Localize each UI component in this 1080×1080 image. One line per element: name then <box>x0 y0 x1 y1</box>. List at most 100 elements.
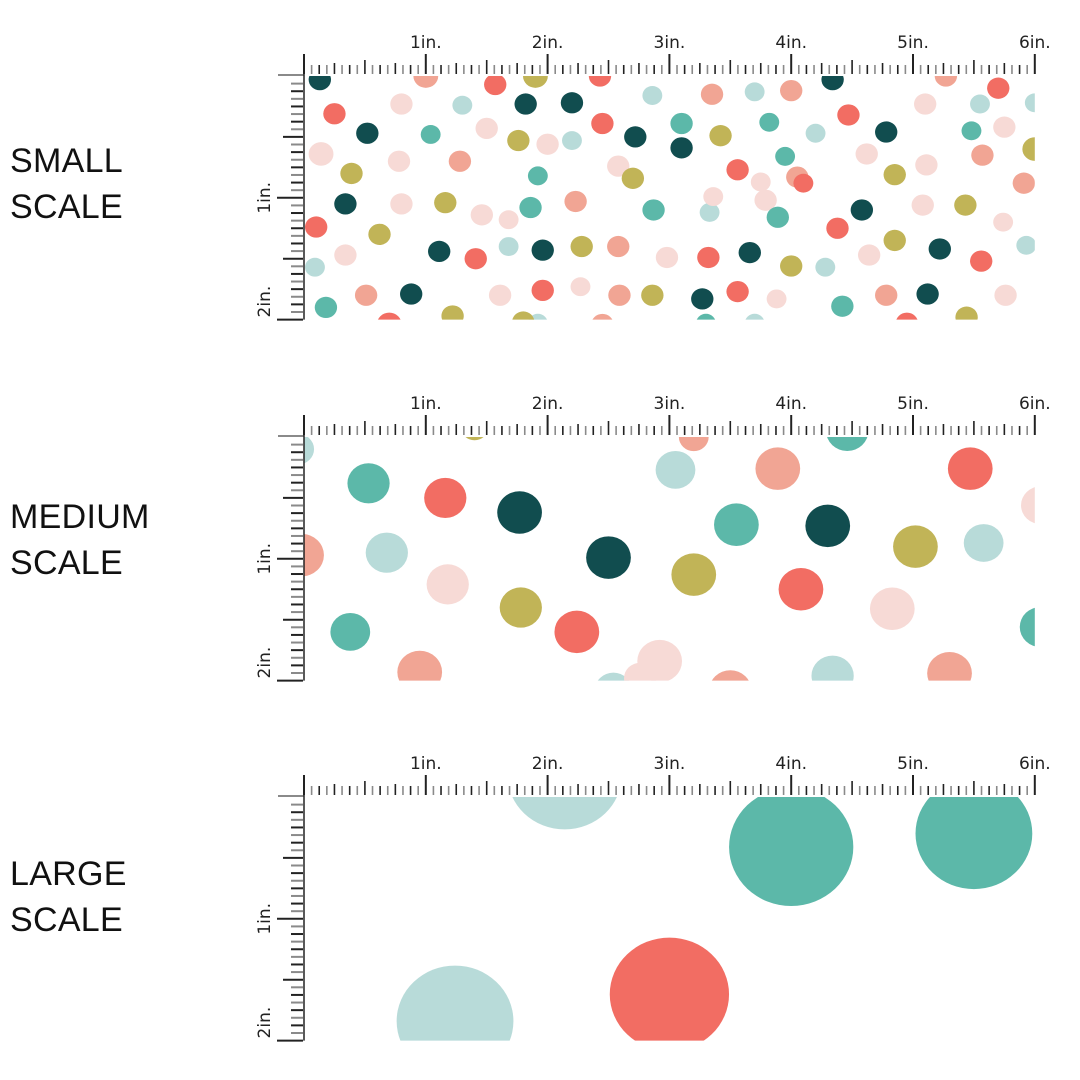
vertical-ruler: 1in. 2in. <box>255 775 305 1042</box>
polka-dot-mint <box>642 86 663 105</box>
ruler-label-v: 1in. <box>255 903 275 935</box>
polka-dot-mint <box>304 437 315 464</box>
polka-dot-blush <box>754 189 777 211</box>
polka-dot-olive <box>883 229 906 252</box>
scale-label-line2: SCALE <box>10 544 123 582</box>
polka-dot-olive <box>1022 137 1035 161</box>
polka-dot-teal <box>831 295 854 317</box>
polka-dot-teal <box>696 313 716 320</box>
polka-dot-mint <box>811 655 854 681</box>
polka-dot-blush <box>536 133 559 155</box>
polka-dot-olive <box>434 192 457 214</box>
polka-dot-salmon <box>934 76 958 87</box>
polka-dot-teal <box>759 112 780 132</box>
ruler-label-h: 3in. <box>654 33 686 53</box>
ruler-label-h: 1in. <box>410 394 442 414</box>
polka-dot-mint <box>597 672 629 681</box>
polka-dot-coral <box>304 216 328 238</box>
polka-dot-coral <box>778 567 824 611</box>
polka-dot-coral <box>896 312 918 320</box>
polka-dot-salmon <box>564 190 587 213</box>
polka-dot-salmon <box>927 652 972 681</box>
polka-dot-coral <box>837 104 860 126</box>
scale-label-line1: LARGE <box>10 855 127 893</box>
vertical-ruler: 1in. 2in. <box>255 415 305 682</box>
polka-dot-blush <box>655 246 679 269</box>
polka-dot-coral <box>793 173 814 193</box>
ruler-panel: 1in. 2in. 3in. 4in. 5in. 6in. 1in. 2in. <box>255 33 1051 321</box>
polka-dot-blush <box>915 154 938 176</box>
polka-dot-dark <box>531 239 554 261</box>
polka-dot-salmon <box>448 150 472 172</box>
ruler-panel: 1in. 2in. 3in. 4in. 5in. 6in. 1in. 2in. <box>255 754 1051 1042</box>
polka-dot-dark <box>586 536 631 579</box>
polka-dot-mint <box>963 524 1004 562</box>
polka-dot-blush <box>857 244 881 266</box>
polka-dot-dark <box>308 76 332 91</box>
polka-dot-olive <box>368 223 391 245</box>
polka-dot-dark <box>850 199 874 221</box>
polka-dot-blush <box>426 564 469 605</box>
polka-dot-mint <box>512 797 617 830</box>
polka-dot-teal <box>420 125 441 144</box>
ruler-label-h: 2in. <box>532 754 564 774</box>
polka-dot-dark <box>738 241 761 264</box>
polka-dot-mint <box>452 95 473 115</box>
polka-dot-salmon <box>413 76 439 88</box>
polka-dot-blush <box>475 117 498 140</box>
polka-dot-coral <box>377 312 401 320</box>
polka-dot-blush <box>470 204 494 226</box>
polka-dot-olive <box>507 129 530 152</box>
polka-dot-olive <box>641 284 664 306</box>
polka-dot-coral <box>826 217 849 239</box>
polka-dot-mint <box>655 450 696 489</box>
polka-dot-blush <box>570 277 591 297</box>
polka-dot-teal <box>714 503 759 546</box>
scale-label-large: LARGE SCALE <box>10 851 127 943</box>
polka-dot-mint <box>970 94 990 114</box>
polka-dot-dark <box>928 238 951 260</box>
polka-dot-mint <box>744 82 765 102</box>
polka-dot-salmon <box>875 284 898 306</box>
polka-dot-coral <box>424 477 467 518</box>
ruler-label-h: 4in. <box>775 394 807 414</box>
polka-dot-coral <box>970 250 993 272</box>
ruler-label-h: 5in. <box>897 754 929 774</box>
polka-dot-teal <box>915 797 1033 890</box>
polka-dot-olive <box>780 255 803 277</box>
polka-dot-dark <box>560 92 584 114</box>
polka-dot-salmon <box>780 79 803 102</box>
polka-dot-mint <box>396 965 514 1041</box>
polka-dot-olive <box>499 587 542 628</box>
section-medium-scale: 1in. 2in. 3in. 4in. 5in. 6in. 1in. 2in. MEDIUM … <box>0 361 1080 721</box>
ruler-label-h: 3in. <box>654 394 686 414</box>
polka-dot-dark <box>805 504 851 548</box>
ruler-label-h: 6in. <box>1019 394 1051 414</box>
polka-dot-blush <box>624 662 657 681</box>
ruler-label-v: 1in. <box>255 543 275 575</box>
polka-dot-blush <box>993 212 1014 232</box>
polka-dot-teal <box>314 296 338 319</box>
polka-dot-salmon <box>397 650 443 681</box>
polka-dot-coral <box>484 76 507 96</box>
polka-dot-blush <box>869 587 915 631</box>
polka-dot-mint <box>1024 93 1035 113</box>
horizontal-ruler: 1in. 2in. 3in. 4in. 5in. 6in. <box>278 754 1051 797</box>
polka-dot-mint <box>745 313 764 320</box>
polka-dot-olive <box>621 167 645 189</box>
ruler-label-v: 2in. <box>255 286 275 318</box>
polka-dot-dark <box>497 491 542 534</box>
polka-dot-salmon <box>304 534 324 577</box>
polka-dot-coral <box>323 103 346 125</box>
dot-pattern <box>304 437 1035 681</box>
ruler-label-h: 6in. <box>1019 754 1051 774</box>
section-large-scale: 1in. 2in. 3in. 4in. 5in. 6in. 1in. 2in. LARGE S… <box>0 721 1080 1080</box>
polka-dot-mint <box>815 257 836 277</box>
polka-dot-coral <box>609 937 730 1041</box>
polka-dot-olive <box>671 553 717 596</box>
ruler-label-h: 5in. <box>897 33 929 53</box>
polka-dot-dark <box>670 137 693 159</box>
polka-dot-olive <box>954 194 977 216</box>
polka-dot-dark <box>691 288 714 310</box>
ruler-label-v: 2in. <box>255 647 275 679</box>
